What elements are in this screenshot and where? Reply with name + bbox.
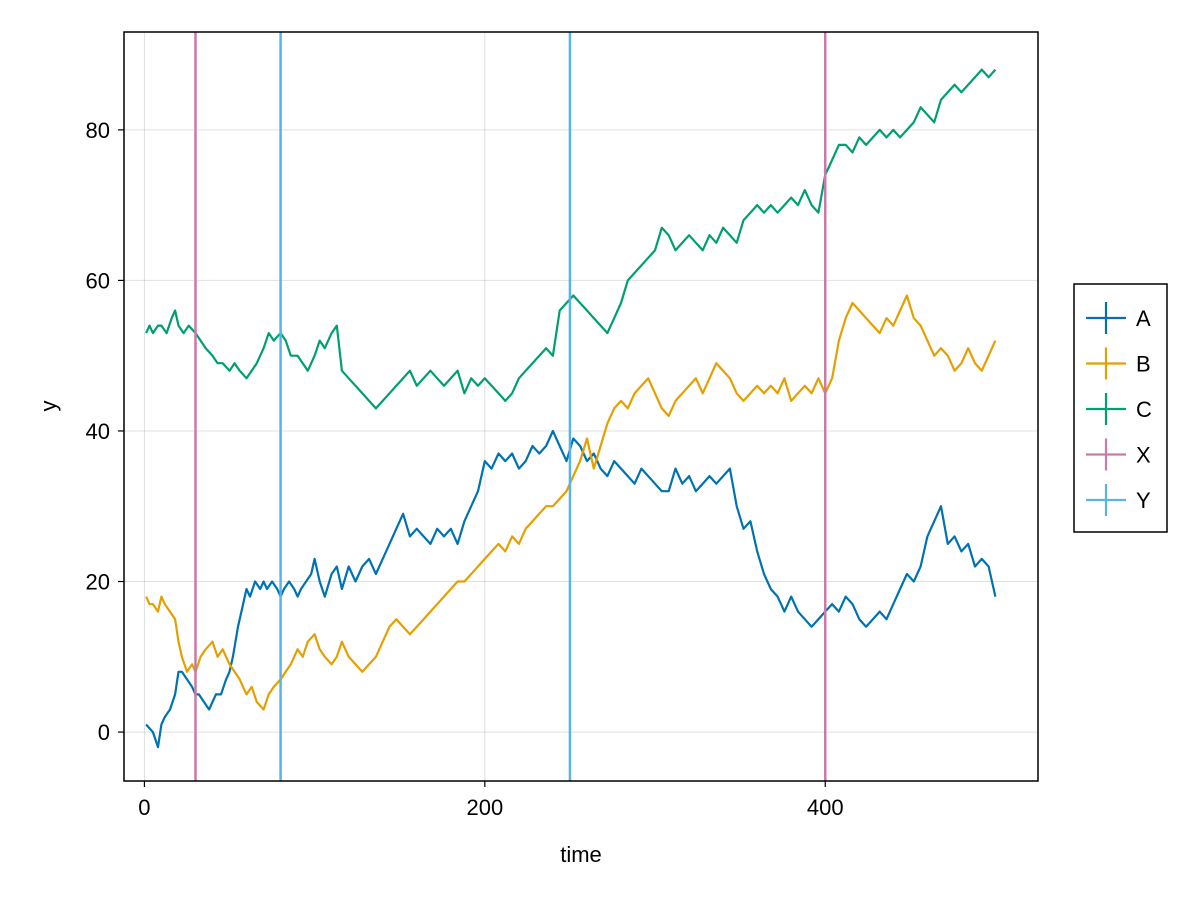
legend-item-c: C	[1086, 393, 1152, 425]
legend-label-x: X	[1136, 443, 1151, 468]
legend-item-a: A	[1086, 302, 1151, 334]
series-c-line	[145, 68, 997, 410]
legend-label-c: C	[1136, 397, 1152, 422]
legend-label-y: Y	[1136, 488, 1151, 513]
series-b-line	[145, 294, 997, 711]
legend-item-b: B	[1086, 347, 1151, 380]
y-tick-label: 20	[86, 570, 110, 595]
plot-frame	[123, 31, 1039, 782]
x-axis-label: time	[560, 842, 602, 867]
legend-item-y: Y	[1086, 484, 1151, 516]
x-tick-label: 200	[466, 795, 503, 820]
x-tick-label: 0	[138, 795, 150, 820]
y-tick-label: 60	[86, 268, 110, 293]
axis-ticks: 0 200 400 0 20 40 60 80	[86, 118, 844, 820]
legend-label-b: B	[1136, 352, 1151, 377]
legend-label-a: A	[1136, 306, 1151, 331]
y-axis-label: y	[36, 401, 61, 412]
y-tick-label: 0	[98, 720, 110, 745]
series-a-line	[145, 429, 997, 749]
series-layer	[145, 32, 997, 781]
y-tick-label: 80	[86, 118, 110, 143]
legend-item-x: X	[1086, 438, 1151, 471]
x-tick-label: 400	[807, 795, 844, 820]
y-tick-label: 40	[86, 419, 110, 444]
